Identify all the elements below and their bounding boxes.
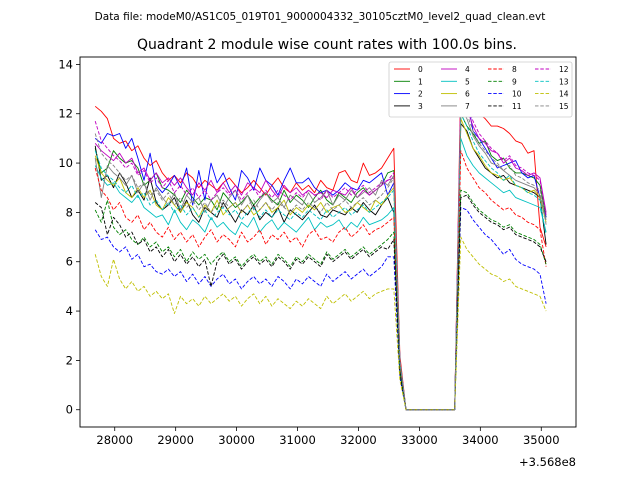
legend-label-0: 0 — [418, 65, 423, 74]
legend-label-7: 7 — [465, 102, 470, 111]
y-tick-label: 12 — [58, 107, 73, 121]
legend-label-12: 12 — [559, 65, 569, 74]
x-tick-label: 29000 — [157, 433, 194, 447]
series-line-7 — [94, 108, 547, 411]
legend-label-9: 9 — [512, 77, 517, 86]
legend-label-13: 13 — [559, 77, 569, 86]
legend-label-1: 1 — [418, 77, 423, 86]
x-tick-label: 30000 — [218, 433, 255, 447]
legend-label-2: 2 — [418, 90, 423, 99]
legend-label-3: 3 — [418, 102, 423, 111]
y-tick-label: 2 — [66, 353, 73, 367]
y-tick-label: 14 — [58, 57, 73, 71]
y-tick-label: 8 — [66, 205, 73, 219]
x-offset-label: +3.568e8 — [519, 455, 576, 469]
y-tick-label: 10 — [58, 156, 73, 170]
legend-label-6: 6 — [465, 90, 470, 99]
x-tick-label: 31000 — [279, 433, 316, 447]
series-line-5 — [94, 137, 547, 411]
series-line-11 — [94, 194, 547, 411]
x-tick-label: 34000 — [462, 433, 499, 447]
x-axis: 28000 29000 30000 31000 32000 33000 34000 35000 — [96, 427, 560, 447]
legend-label-5: 5 — [465, 77, 470, 86]
chart-title: Quadrant 2 module wise count rates with … — [137, 37, 517, 53]
legend-label-10: 10 — [512, 90, 522, 99]
series-line-9 — [94, 189, 547, 411]
x-tick-label: 28000 — [96, 433, 133, 447]
y-tick-label: 4 — [66, 304, 73, 318]
y-tick-label: 0 — [66, 403, 73, 417]
y-tick-label: 6 — [66, 255, 73, 269]
legend-label-4: 4 — [465, 65, 470, 74]
series-line-4 — [94, 98, 547, 411]
x-tick-label: 32000 — [340, 433, 377, 447]
series-line-10 — [94, 207, 547, 411]
series-line-15 — [94, 100, 547, 411]
x-tick-label: 35000 — [523, 433, 560, 447]
plot-frame — [79, 56, 577, 428]
y-axis: 0 2 4 6 8 10 12 14 — [58, 57, 80, 417]
series-line-14 — [94, 236, 547, 411]
legend-label-11: 11 — [512, 102, 522, 111]
x-tick-label: 33000 — [401, 433, 438, 447]
legend-label-14: 14 — [559, 90, 569, 99]
legend-label-8: 8 — [512, 65, 517, 74]
series-layer — [94, 78, 547, 411]
plot-area — [79, 56, 577, 428]
series-line-8 — [94, 150, 547, 411]
suptitle: Data file: modeM0/AS1C05_019T01_90000043… — [95, 11, 546, 23]
legend-frame — [388, 61, 573, 118]
legend-label-15: 15 — [559, 102, 569, 111]
